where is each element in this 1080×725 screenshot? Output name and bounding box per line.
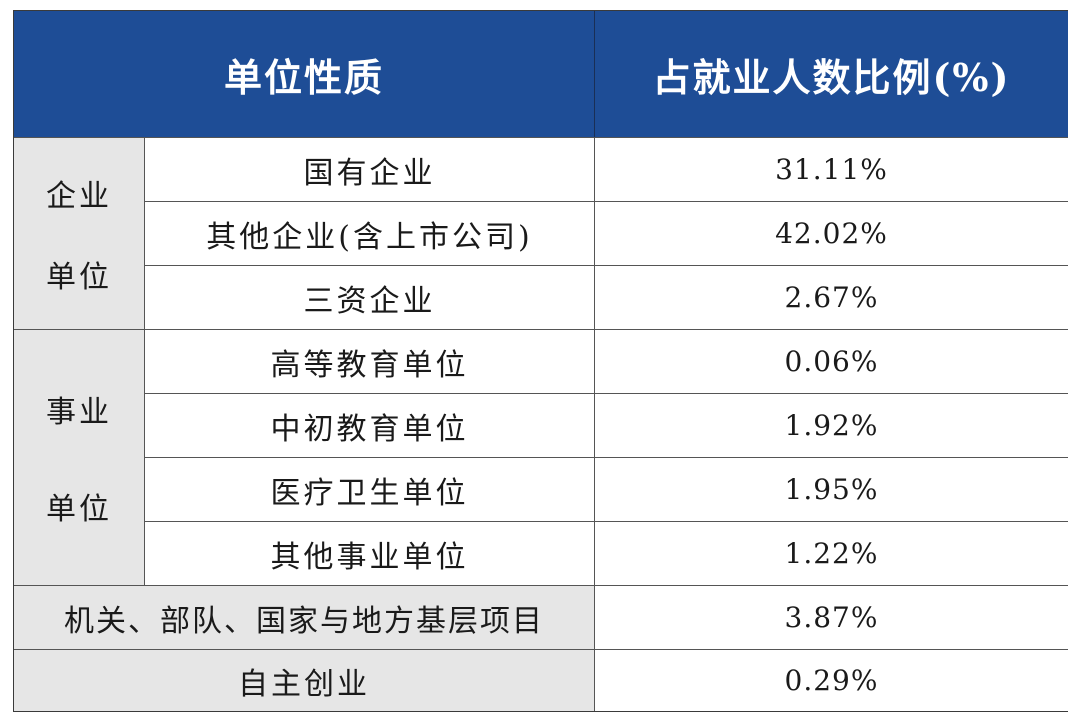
row-name-government: 机关、部队、国家与地方基层项目 <box>14 585 594 649</box>
row-name: 三资企业 <box>144 265 594 329</box>
group-label-line1: 企业 <box>46 178 112 214</box>
row-value: 3.87% <box>594 585 1068 649</box>
row-value: 2.67% <box>594 265 1068 329</box>
employment-ratio-table: 单位性质 占就业人数比例(%) 企业 单位 国有企业 31.11% 其他企业(含… <box>13 10 1068 712</box>
group-label-institution: 事业 单位 <box>14 329 144 585</box>
header-unit-type: 单位性质 <box>14 11 594 137</box>
row-value: 42.02% <box>594 201 1068 265</box>
row-value: 1.92% <box>594 393 1068 457</box>
row-name: 高等教育单位 <box>144 329 594 393</box>
row-name: 医疗卫生单位 <box>144 457 594 521</box>
row-value: 1.22% <box>594 521 1068 585</box>
row-value: 0.29% <box>594 649 1068 711</box>
group-label-line2: 单位 <box>46 260 112 296</box>
header-employment-ratio: 占就业人数比例(%) <box>594 11 1068 137</box>
row-name-self-employed: 自主创业 <box>14 649 594 711</box>
row-name: 其他企业(含上市公司) <box>144 201 594 265</box>
row-name: 中初教育单位 <box>144 393 594 457</box>
group-label-line2: 单位 <box>46 492 112 528</box>
group-label-enterprise: 企业 单位 <box>14 137 144 329</box>
row-value: 1.95% <box>594 457 1068 521</box>
row-name: 国有企业 <box>144 137 594 201</box>
row-name: 其他事业单位 <box>144 521 594 585</box>
group-label-line1: 事业 <box>46 394 112 430</box>
row-value: 31.11% <box>594 137 1068 201</box>
row-value: 0.06% <box>594 329 1068 393</box>
